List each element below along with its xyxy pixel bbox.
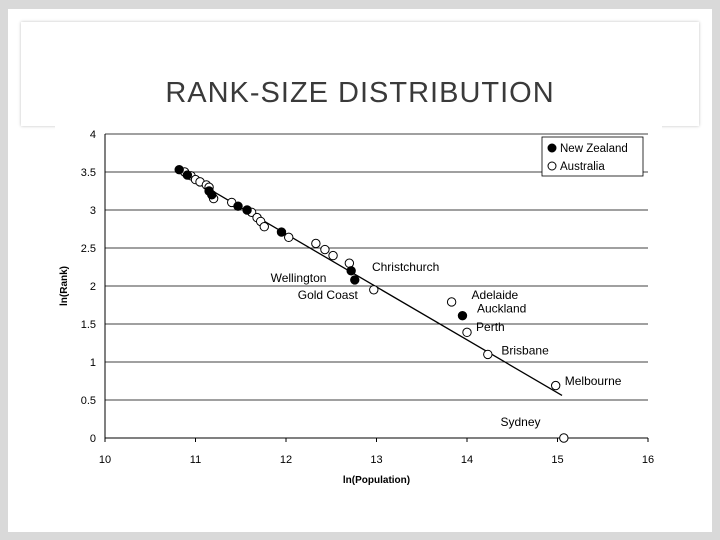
annotation-label: Gold Coast <box>298 288 359 302</box>
new-zealand-point <box>174 165 184 175</box>
y-axis-label: ln(Rank) <box>59 266 70 306</box>
legend-box <box>541 136 644 177</box>
australia-point <box>311 238 321 249</box>
legend-label: New Zealand <box>560 143 628 155</box>
y-tick-label: 2.5 <box>81 243 96 255</box>
annotation-label: Wellington <box>271 271 327 285</box>
annotation-label: Auckland <box>477 302 526 316</box>
australia-point <box>369 285 379 295</box>
y-tick-label: 1.5 <box>81 319 96 331</box>
australia-point <box>483 349 493 360</box>
slide-title: RANK-SIZE DISTRIBUTION <box>165 77 555 109</box>
x-tick-label: 10 <box>99 454 111 466</box>
annotation-label: Adelaide <box>472 288 519 302</box>
legend-marker <box>547 143 557 153</box>
annotation-label: Christchurch <box>372 260 439 274</box>
australia-point <box>559 433 569 443</box>
australia-point <box>344 258 355 268</box>
new-zealand-point <box>350 275 360 285</box>
legend-marker <box>547 161 557 171</box>
y-tick-label: 3 <box>90 205 96 217</box>
new-zealand-point <box>182 170 193 180</box>
australia-point <box>320 244 330 255</box>
y-tick-label: 0.5 <box>81 395 96 407</box>
australia-point <box>328 250 338 261</box>
australia-point <box>284 232 294 243</box>
new-zealand-point <box>346 266 356 276</box>
x-tick-label: 12 <box>280 454 292 466</box>
annotation-label: Brisbane <box>501 343 549 357</box>
new-zealand-point <box>242 205 252 215</box>
y-tick-label: 4 <box>90 129 96 141</box>
y-tick-label: 2 <box>90 281 96 293</box>
x-tick-label: 16 <box>642 454 654 466</box>
x-tick-label: 11 <box>190 454 201 466</box>
new-zealand-point <box>457 310 468 321</box>
new-zealand-point <box>276 227 287 237</box>
y-tick-label: 1 <box>90 357 96 369</box>
new-zealand-point <box>207 190 217 200</box>
chart-panel: 0 0.5 1 1.5 2 2.5 3 3.5 4 10 11 12 13 14 15 16 ln(Popula… <box>55 126 662 490</box>
y-tick-label: 3.5 <box>81 167 96 179</box>
annotation-label: Melbourne <box>565 374 622 388</box>
australia-point <box>259 222 269 232</box>
rank-size-chart: 0 0.5 1 1.5 2 2.5 3 3.5 4 10 11 12 13 14 15 16 ln(Popula… <box>59 129 654 486</box>
title-band: RANK-SIZE DISTRIBUTION <box>21 22 699 126</box>
legend-label: Australia <box>560 161 605 173</box>
x-axis-label: ln(Population) <box>343 475 410 486</box>
australia-point <box>550 380 561 391</box>
annotation-label: Sydney <box>500 415 540 429</box>
x-tick-label: 14 <box>461 454 473 466</box>
new-zealand-point <box>233 201 243 211</box>
x-tick-label: 13 <box>370 454 382 466</box>
x-tick-label: 15 <box>551 454 563 466</box>
annotation-label: Perth <box>476 320 505 334</box>
y-tick-label: 0 <box>90 433 96 445</box>
australia-point <box>462 327 472 338</box>
australia-point <box>446 297 457 307</box>
